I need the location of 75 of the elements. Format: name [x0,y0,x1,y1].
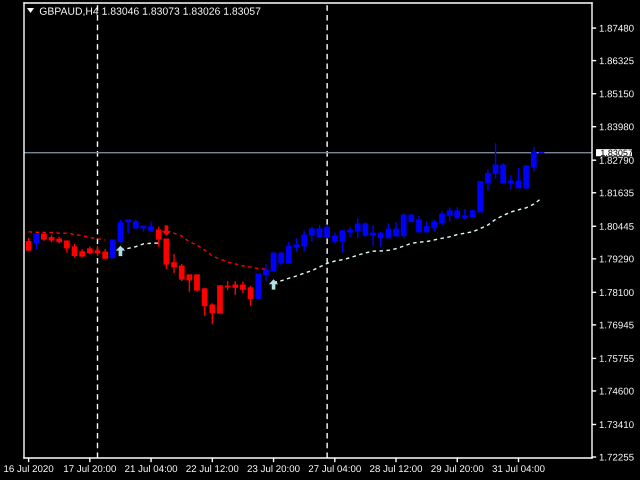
candlestick [286,240,292,264]
candlestick [508,174,514,190]
candlestick [500,162,506,184]
x-tick-label: 28 Jul 12:00 [370,464,422,472]
y-tick-label: 1.75755 [600,355,634,362]
candlestick [424,220,430,232]
x-tick-label: 23 Jul 20:00 [248,464,300,472]
candlestick [278,251,284,266]
y-tick-label: 1.74600 [600,388,634,395]
y-tick-label: 1.85150 [600,90,634,98]
candlestick [332,232,338,244]
y-tick-label: 1.81635 [600,189,634,196]
candlestick [454,206,460,220]
candlestick [263,263,269,282]
x-tick-label: 27 Jul 04:00 [308,464,361,472]
candlestick [186,274,192,292]
point [268,279,278,290]
candlestick [194,274,200,292]
candlestick [416,215,422,234]
candlestick [324,224,330,239]
candlestick [72,243,78,258]
candlestick [33,233,40,250]
candlestick [492,142,498,180]
x-tick-label: 16 Jul 2020 [4,464,54,472]
candlestick [209,302,216,325]
y-tick-label: 1.78100 [600,289,634,296]
x-tick-label: 21 Jul 04:00 [125,464,178,472]
candlestick [485,168,491,192]
candlestick [439,210,445,226]
candlestick [340,229,346,254]
y-tick-label: 1.87480 [600,24,634,32]
x-tick-label: 29 Jul 20:00 [431,464,484,472]
ref-line-label: 1.83057 [601,150,633,156]
candlestick [446,206,452,222]
candlestick [202,287,208,316]
candlestick [516,167,522,189]
candlestick [523,164,530,190]
candlestick [26,237,32,252]
candlestick [118,219,124,244]
candlestick [301,230,308,252]
candlestick [132,218,139,230]
candlestick [224,280,230,291]
candlestick [178,263,185,282]
x-tick-label: 17 Jul 20:00 [64,464,116,472]
candlestick [386,222,392,239]
x-tick-label: 31 Jul 04:00 [492,464,545,472]
candlestick [400,212,407,238]
candlestick [270,251,276,272]
point [162,225,172,236]
x-tick-label: 22 Jul 12:00 [186,464,238,472]
y-tick-label: 1.83980 [600,123,634,130]
candlestick [393,221,399,238]
y-tick-label: 1.76945 [600,322,634,328]
candlestick [294,238,300,252]
y-tick-label: 1.86325 [600,57,634,64]
y-tick-label: 1.72255 [600,454,634,461]
candlestick [308,226,315,242]
candlestick [110,239,116,258]
point [116,246,126,256]
candlestick [378,231,384,248]
candlestick [530,146,537,172]
candlestick [94,245,100,257]
y-tick-label: 1.79290 [600,256,634,262]
chart-title: GBPAUD,H4 1.83046 1.83073 1.83026 1.83057 [40,7,260,16]
candlestick [347,226,353,238]
y-tick-label: 1.73410 [600,421,634,428]
candlestick [232,280,238,296]
y-tick-label: 1.82790 [600,156,634,164]
candlestick [354,218,361,239]
candlestick [431,219,438,232]
candlestick [125,218,131,234]
y-tick-label: 1.80445 [600,223,634,230]
candlestick [171,253,177,274]
candlestick [64,240,70,254]
candlestick [316,224,322,239]
